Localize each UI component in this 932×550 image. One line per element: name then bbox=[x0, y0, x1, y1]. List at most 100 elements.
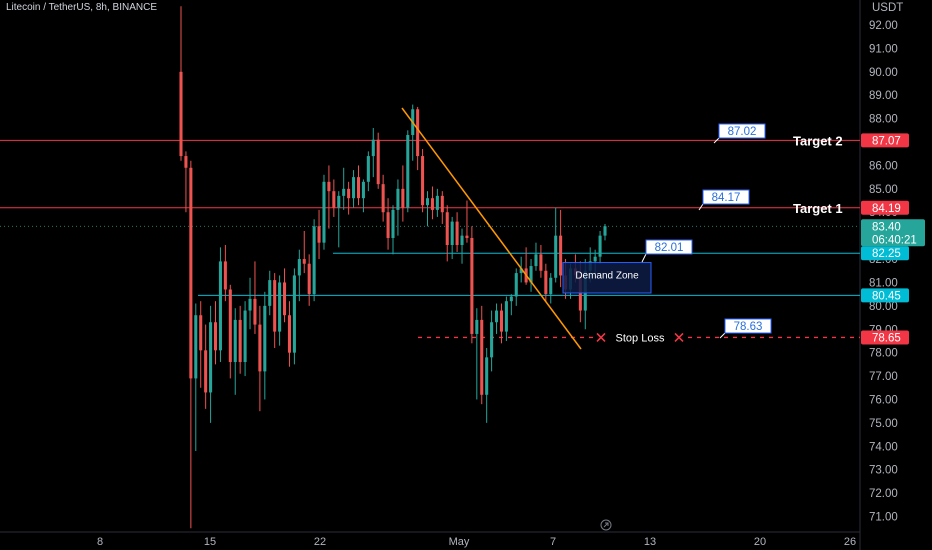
candle-body bbox=[189, 167, 193, 379]
candle-body bbox=[455, 221, 459, 246]
time-tick-label: 26 bbox=[844, 536, 856, 548]
candle-body bbox=[430, 198, 434, 210]
candle-body bbox=[199, 315, 203, 351]
price-tick-label: 86.00 bbox=[869, 160, 898, 172]
candle bbox=[490, 310, 494, 372]
time-tick-label: 22 bbox=[314, 536, 326, 548]
candle-body bbox=[253, 298, 257, 325]
candle-body bbox=[391, 209, 395, 238]
price-tick-label: 71.00 bbox=[869, 512, 898, 524]
candle-body bbox=[440, 195, 444, 213]
candle bbox=[386, 198, 390, 250]
candle bbox=[539, 245, 543, 278]
candle-body bbox=[292, 275, 296, 353]
candle bbox=[465, 200, 469, 243]
candle bbox=[480, 305, 484, 405]
candle-body bbox=[243, 310, 247, 363]
demand-zone-label: Demand Zone bbox=[575, 271, 639, 282]
candle-body bbox=[248, 298, 252, 311]
candle bbox=[450, 216, 454, 260]
candle bbox=[559, 209, 563, 288]
candle-body bbox=[312, 226, 316, 295]
candle-body bbox=[342, 188, 346, 196]
candle-body bbox=[603, 226, 607, 236]
candle-body bbox=[337, 195, 341, 208]
candle bbox=[455, 212, 459, 253]
candle bbox=[243, 301, 247, 377]
candle-body bbox=[593, 256, 597, 262]
candle-body bbox=[485, 357, 489, 395]
candle bbox=[440, 191, 444, 224]
candle-body bbox=[421, 156, 425, 206]
target-2-badge bbox=[861, 133, 909, 148]
candle bbox=[268, 270, 272, 316]
candle bbox=[534, 242, 538, 271]
candle-body bbox=[544, 270, 548, 295]
target-2-badge-text: 87.07 bbox=[872, 135, 901, 147]
candle bbox=[435, 188, 439, 217]
candle bbox=[337, 191, 341, 248]
target-1-label: Target 1 bbox=[793, 201, 843, 216]
candle-body bbox=[539, 254, 543, 271]
candle-body bbox=[258, 324, 262, 372]
candle bbox=[425, 191, 430, 227]
candle-body bbox=[396, 188, 400, 210]
candle bbox=[544, 263, 548, 302]
candle-body bbox=[273, 280, 277, 332]
candle-body bbox=[504, 301, 508, 332]
candle bbox=[209, 305, 213, 423]
candle bbox=[529, 259, 533, 292]
candle-body bbox=[475, 319, 479, 334]
candle-body bbox=[322, 181, 326, 243]
stop-loss-callout-value: 78.63 bbox=[734, 321, 763, 333]
target-1-badge bbox=[861, 200, 909, 215]
candle-body bbox=[386, 212, 390, 238]
candle bbox=[406, 130, 410, 213]
candle bbox=[499, 303, 503, 344]
candle bbox=[352, 170, 356, 208]
candle-body bbox=[559, 235, 563, 276]
candle-body bbox=[297, 259, 301, 276]
replay-icon[interactable] bbox=[600, 519, 612, 531]
candle bbox=[278, 275, 282, 346]
candle bbox=[218, 247, 222, 363]
stop-loss-callout-box bbox=[724, 318, 772, 334]
candle-body bbox=[470, 237, 474, 334]
candle bbox=[485, 347, 489, 423]
stop-loss-callout-pointer bbox=[719, 332, 726, 339]
currency-label: USDT bbox=[872, 2, 903, 14]
candle bbox=[179, 6, 183, 161]
candle-body bbox=[361, 181, 365, 199]
candle bbox=[238, 305, 242, 374]
candle bbox=[421, 149, 425, 213]
time-axis[interactable]: 8 15 22 May 7 13 20 26 bbox=[97, 536, 856, 548]
candle bbox=[213, 301, 218, 365]
candle bbox=[307, 254, 311, 306]
price-tick-label: 90.00 bbox=[869, 67, 898, 79]
drawing-annotations: Demand Zone 87.02 84.17 82.01 78.63 Target 2 T… bbox=[401, 107, 843, 350]
candle-body bbox=[480, 319, 484, 395]
upper-zone-callout-pointer bbox=[641, 253, 647, 263]
target-2-callout-pointer bbox=[713, 137, 720, 144]
candle bbox=[554, 207, 558, 283]
target-1-callout-box bbox=[702, 189, 750, 205]
time-tick-label: 7 bbox=[550, 536, 556, 548]
candle bbox=[273, 273, 277, 348]
candle bbox=[445, 205, 449, 262]
price-tick-label: 74.00 bbox=[869, 441, 898, 453]
candle-body bbox=[499, 310, 503, 332]
candle-body bbox=[549, 277, 553, 295]
upper-zone-badge bbox=[861, 246, 909, 261]
candle-body bbox=[352, 177, 356, 199]
candle bbox=[401, 165, 405, 222]
candle bbox=[317, 209, 321, 260]
candle-body bbox=[223, 261, 227, 290]
candle bbox=[598, 230, 602, 264]
candle-body bbox=[228, 289, 232, 363]
target-1-badge-text: 84.19 bbox=[872, 203, 901, 215]
candle-body bbox=[401, 188, 405, 208]
candle bbox=[258, 305, 262, 412]
current-price-badge bbox=[861, 219, 925, 247]
